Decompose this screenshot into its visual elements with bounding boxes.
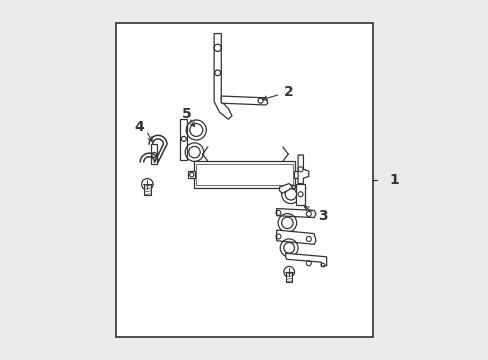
Polygon shape — [151, 144, 157, 164]
Polygon shape — [214, 33, 231, 119]
Text: 5: 5 — [181, 107, 191, 121]
Bar — [285, 272, 292, 282]
Text: 1: 1 — [389, 173, 399, 187]
Polygon shape — [285, 253, 326, 266]
Bar — [193, 161, 295, 188]
Text: 4: 4 — [134, 120, 143, 134]
Bar — [116, 23, 372, 337]
Polygon shape — [279, 184, 292, 193]
Text: 2: 2 — [284, 85, 293, 99]
Polygon shape — [293, 171, 300, 178]
Text: 3: 3 — [318, 209, 327, 223]
Polygon shape — [276, 208, 315, 217]
Polygon shape — [296, 184, 305, 205]
Polygon shape — [188, 171, 195, 178]
Bar — [144, 184, 151, 195]
Polygon shape — [276, 230, 315, 244]
Polygon shape — [180, 119, 187, 160]
Bar — [196, 164, 292, 185]
Polygon shape — [298, 155, 308, 184]
Polygon shape — [221, 96, 267, 105]
